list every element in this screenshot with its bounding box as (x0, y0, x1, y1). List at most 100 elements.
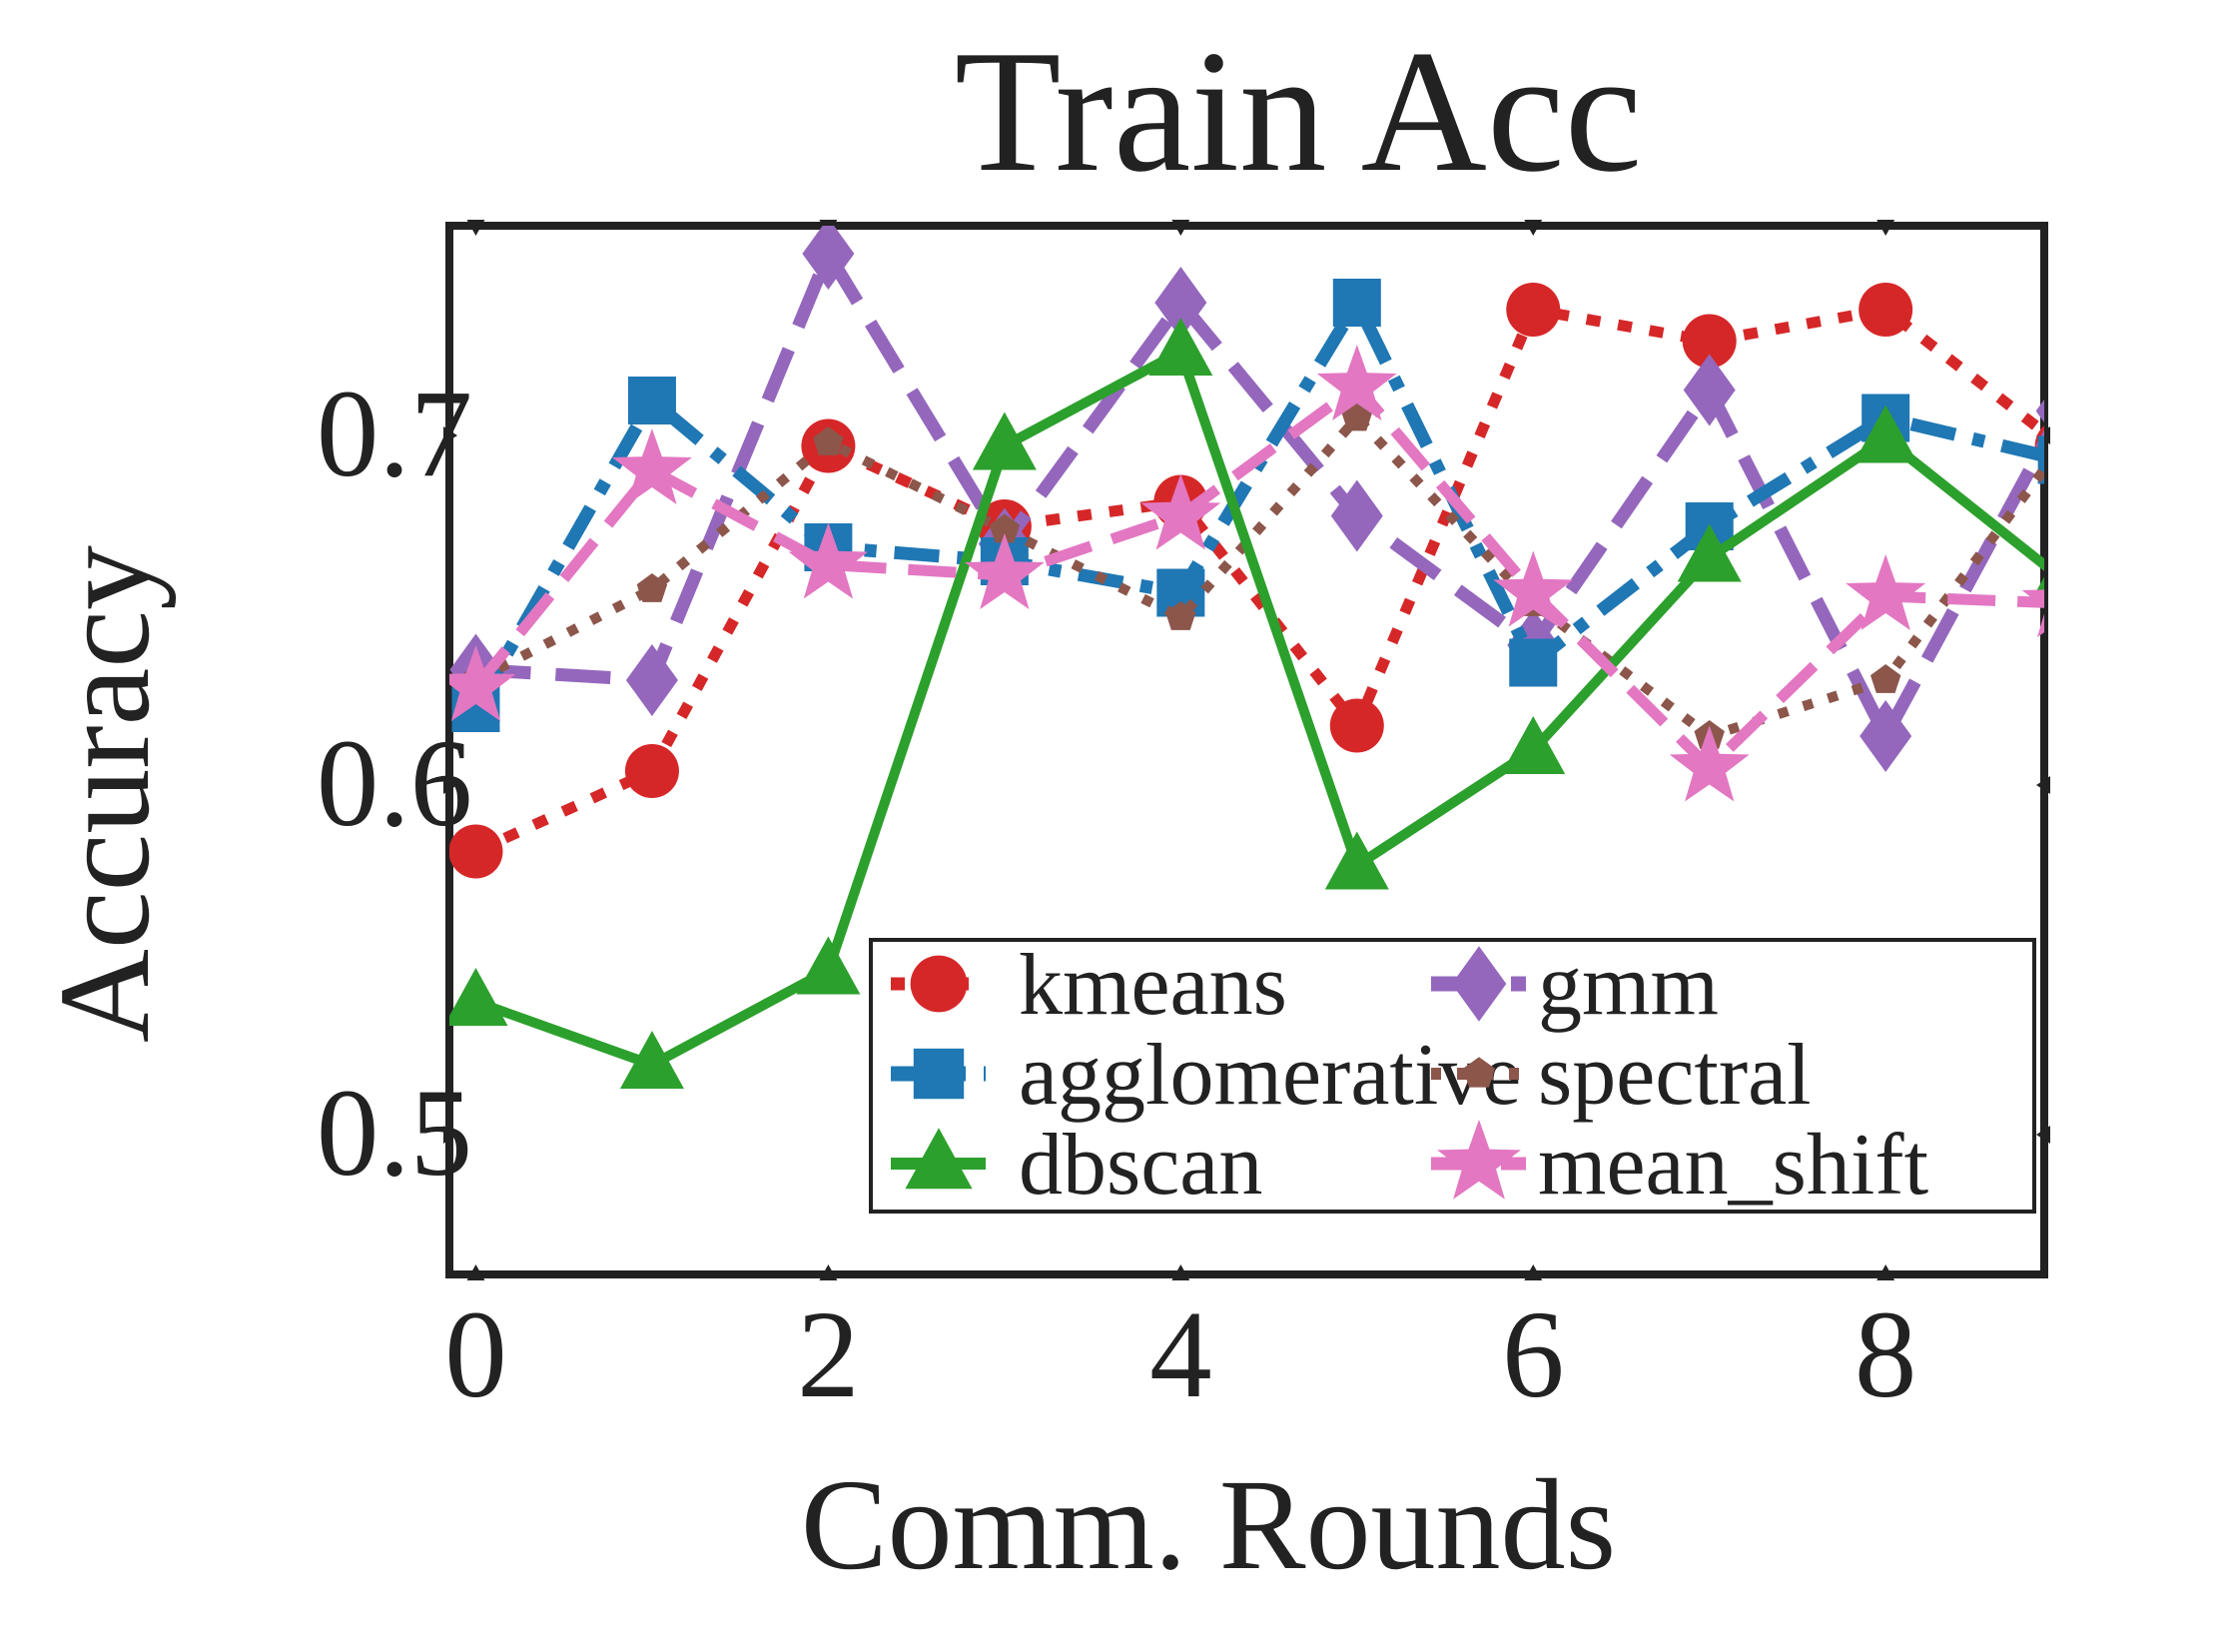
legend-label: kmeans (1019, 937, 1287, 1034)
data-point-mean-shift (2021, 589, 2044, 637)
legend-label: mean_shift (1538, 1117, 1928, 1214)
data-point-spectral (1165, 601, 1196, 630)
legend-entry-kmeans: kmeans (891, 937, 1287, 1034)
legend-entry-dbscan: dbscan (891, 1117, 1262, 1214)
data-point-gmm (1154, 267, 1207, 339)
x-tick-label: 4 (1149, 1286, 1212, 1424)
x-tick-mark-top (1876, 220, 1895, 236)
chart-title: Train Acc (955, 14, 1643, 208)
series-layer (449, 226, 2077, 1089)
data-point-spectral (1341, 402, 1372, 431)
data-point-mean-shift (788, 522, 869, 599)
data-point-mean-shift (612, 428, 692, 504)
x-tick-label: 8 (1855, 1286, 1917, 1424)
series-line-kmeans (473, 304, 2044, 857)
series-line-gmm (475, 247, 2044, 743)
data-point-mean-shift (964, 533, 1045, 609)
data-point-dbscan (1324, 831, 1389, 890)
x-tick-mark-bottom (1524, 1264, 1543, 1280)
data-point-dbscan (1854, 405, 1918, 463)
x-axis-ticks: 0 2 4 6 8 (444, 220, 1916, 1424)
series-line-mean-shift (471, 381, 2044, 773)
y-tick-mark-left (443, 426, 457, 444)
y-tick-mark-left (443, 776, 457, 794)
data-point-dbscan (796, 936, 861, 995)
x-axis-label: Comm. Rounds (801, 1453, 1616, 1597)
y-tick-mark-right (2036, 1126, 2050, 1144)
series-line-spectral (473, 413, 2044, 741)
data-point-kmeans (1506, 283, 1561, 337)
data-point-kmeans (1859, 283, 1913, 337)
x-tick-mark-top (1524, 220, 1543, 236)
data-point-spectral (2046, 430, 2077, 459)
legend-marker (1451, 946, 1507, 1022)
x-tick-label: 0 (444, 1286, 507, 1424)
data-point-spectral (636, 573, 668, 602)
data-point-mean-shift (1140, 473, 1221, 550)
data-point-gmm (802, 226, 855, 290)
series-line-agglomerative (469, 296, 2044, 712)
legend-marker (905, 1128, 973, 1190)
x-tick-mark-bottom (1171, 1264, 1190, 1280)
x-tick-label: 2 (797, 1286, 860, 1424)
legend-marker (1463, 1057, 1495, 1088)
series-dbscan (449, 318, 2044, 1089)
data-point-gmm (625, 644, 678, 716)
y-tick-label: 0.6 (317, 715, 472, 853)
legend-marker (913, 1048, 965, 1100)
data-point-spectral (989, 513, 1021, 543)
data-point-gmm (1683, 354, 1736, 426)
data-point-gmm (2035, 399, 2044, 423)
y-tick-mark-left (443, 1126, 457, 1144)
data-point-gmm (1860, 700, 1912, 772)
data-point-mean-shift (1669, 725, 1750, 802)
x-tick-mark-bottom (466, 1264, 485, 1280)
legend-entry-gmm: gmm (1431, 937, 1719, 1034)
series-gmm (449, 226, 2044, 772)
x-tick-mark-bottom (819, 1264, 838, 1280)
data-point-spectral (813, 426, 844, 455)
x-tick-mark-bottom (1876, 1264, 1895, 1280)
y-tick-label: 0.5 (317, 1065, 472, 1203)
data-point-dbscan (1148, 318, 1213, 376)
data-point-kmeans (1682, 314, 1737, 369)
legend-marker (1437, 1119, 1521, 1200)
x-tick-label: 6 (1502, 1286, 1565, 1424)
data-point-mean-shift (1316, 345, 1397, 420)
data-point-agglomerative (2037, 435, 2044, 484)
plot-area-frame (445, 222, 2048, 1278)
data-point-mean-shift (449, 645, 516, 721)
legend-marker (910, 955, 968, 1013)
x-tick-mark-top (466, 220, 485, 236)
data-point-agglomerative (1332, 279, 1381, 327)
data-point-spectral (1870, 664, 1901, 693)
legend-label: spectral (1538, 1027, 1812, 1124)
data-point-dbscan (1677, 523, 1742, 582)
x-tick-mark-top (1171, 220, 1190, 236)
legend-label: dbscan (1019, 1117, 1262, 1214)
data-point-agglomerative (1509, 638, 1558, 687)
data-point-mean-shift (1846, 554, 1926, 630)
data-point-agglomerative (627, 377, 676, 424)
data-point-gmm (1330, 479, 1383, 552)
data-point-kmeans (449, 824, 503, 879)
y-tick-label: 0.7 (317, 366, 472, 503)
y-axis-label: Accuracy (33, 545, 177, 1043)
legend-entry-spectral: spectral (1431, 1027, 1812, 1124)
y-tick-mark-right (2036, 776, 2050, 794)
legend-entry-mean-shift: mean_shift (1431, 1117, 1928, 1214)
data-point-dbscan (1501, 716, 1566, 774)
data-point-kmeans (1329, 698, 1384, 753)
series-line-dbscan (473, 347, 2044, 1070)
data-point-mean-shift (1493, 550, 1574, 627)
data-point-dbscan (972, 412, 1037, 470)
legend-label: agglomerative (1019, 1027, 1521, 1124)
series-mean-shift (449, 345, 2044, 802)
legend-label: gmm (1538, 937, 1719, 1034)
data-point-dbscan (449, 968, 508, 1026)
data-point-kmeans (624, 744, 679, 798)
series-agglomerative (451, 279, 2044, 732)
data-point-dbscan (619, 1031, 684, 1089)
